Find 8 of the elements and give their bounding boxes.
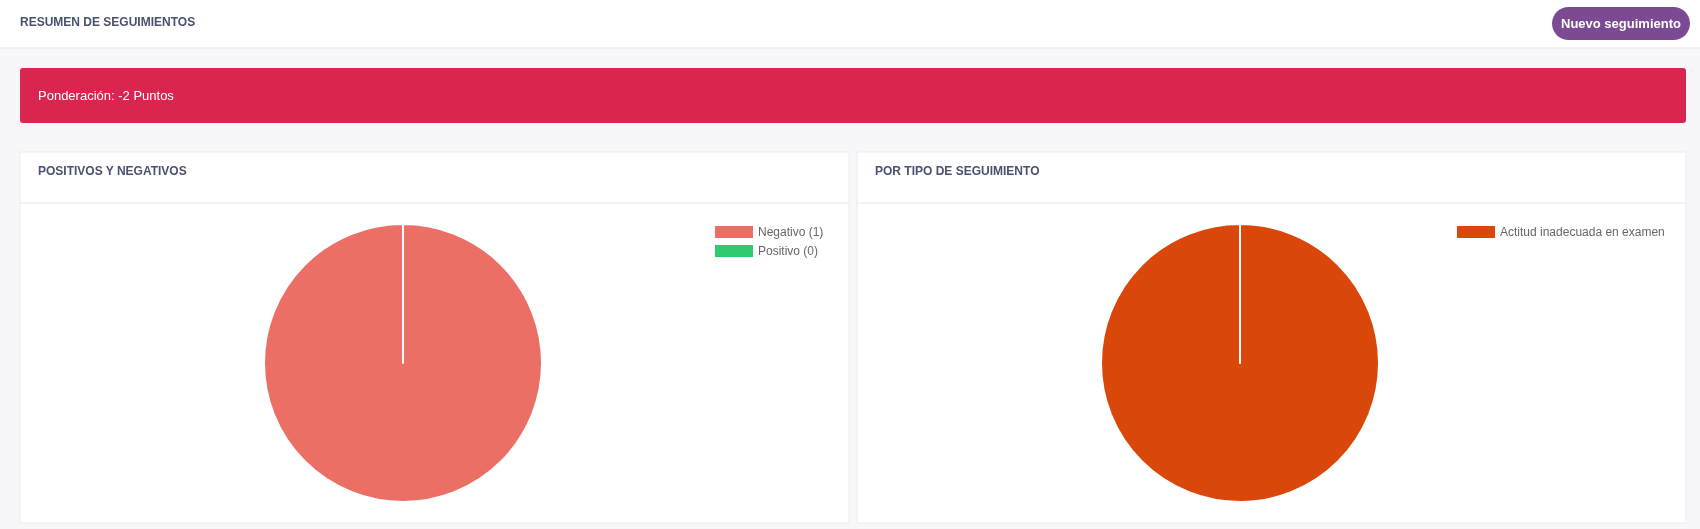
legend-label: Actitud inadecuada en examen [1500, 225, 1665, 239]
text: Nuevo seguimiento [1561, 16, 1682, 31]
text: RESUMEN DE SEGUIMIENTOS [20, 15, 196, 29]
text: POSITIVOS Y NEGATIVOS [38, 164, 187, 178]
text: POR TIPO DE SEGUIMIENTO [875, 164, 1040, 178]
legend-label: Positivo (0) [758, 244, 819, 258]
legend-label: Negativo (1) [758, 225, 824, 239]
text: Ponderación: -2 Puntos [38, 88, 175, 103]
